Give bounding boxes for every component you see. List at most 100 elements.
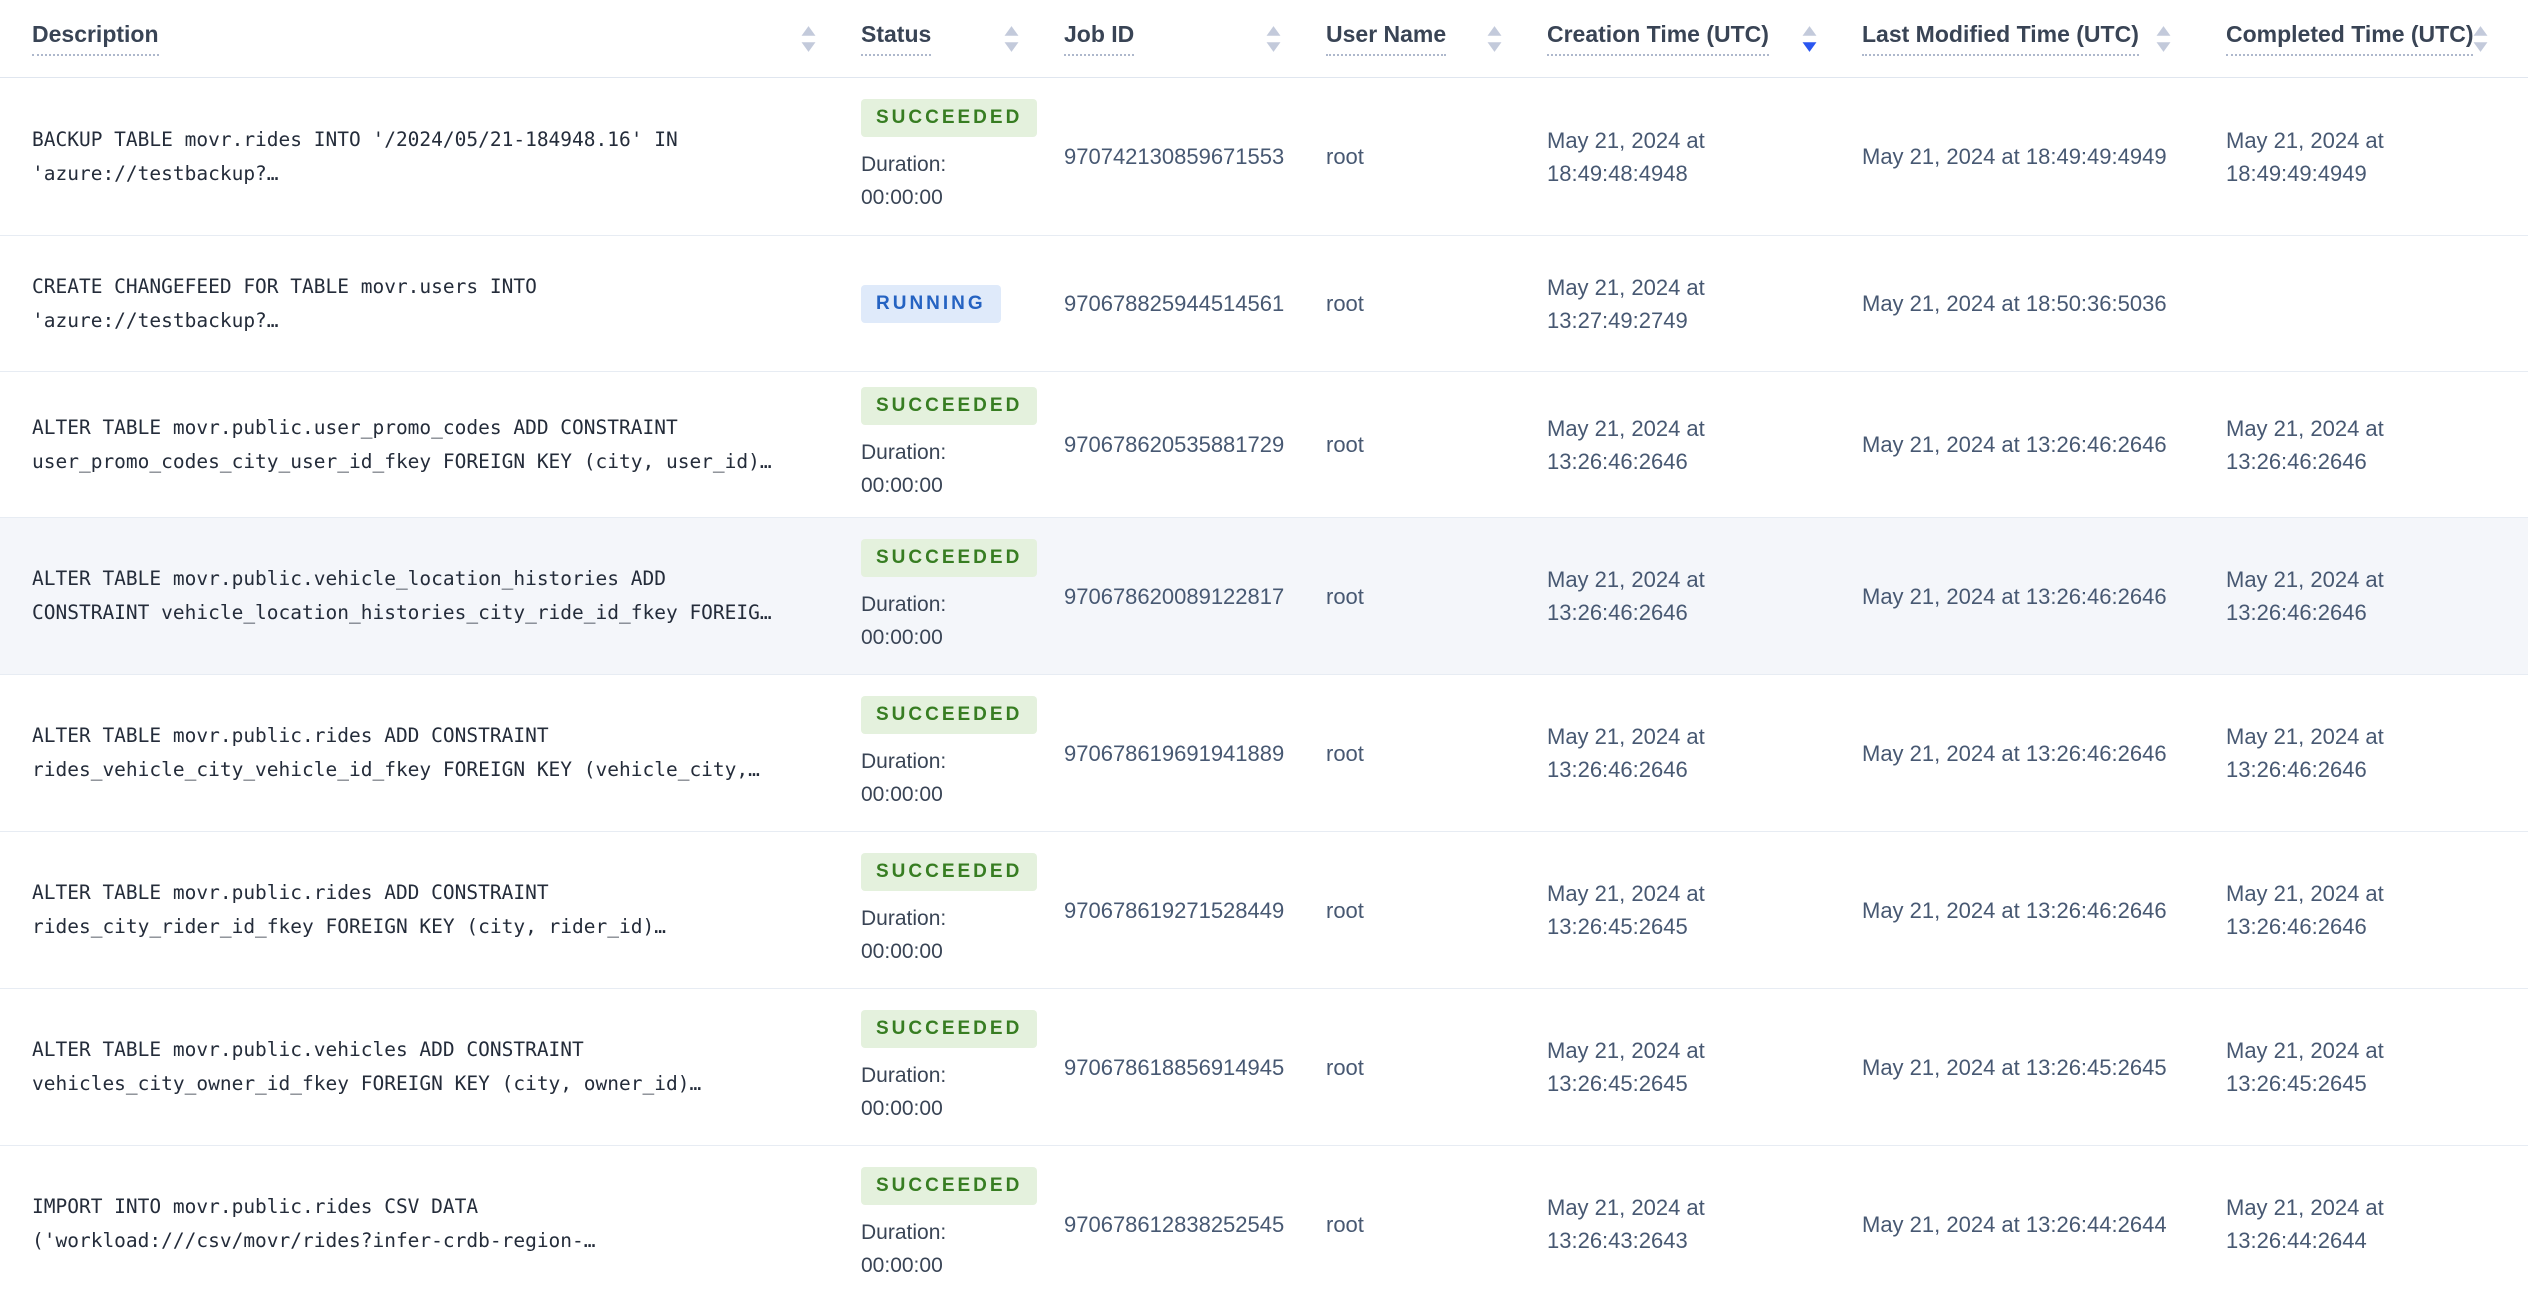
column-header-last-modified-time[interactable]: Last Modified Time (UTC) — [1862, 0, 2226, 77]
sort-icon[interactable] — [2156, 25, 2171, 52]
column-header-status[interactable]: Status — [861, 0, 1064, 77]
description-line-1: ALTER TABLE movr.public.user_promo_codes… — [32, 415, 678, 439]
description-line-2: rides_vehicle_city_vehicle_id_fkey FOREI… — [32, 758, 760, 781]
description-cell[interactable]: ALTER TABLE movr.public.vehicles ADD CON… — [0, 989, 861, 1145]
creation-time-cell: May 21, 2024 at 18:49:48:4948 — [1547, 78, 1862, 235]
completed-time-cell: May 21, 2024 at 13:26:46:2646 — [2226, 518, 2528, 674]
creation-time-cell: May 21, 2024 at 13:26:46:2646 — [1547, 518, 1862, 674]
duration-value: 00:00:00 — [861, 1096, 943, 1120]
job-id-value: 970742130859671553 — [1064, 144, 1285, 169]
description-cell[interactable]: BACKUP TABLE movr.rides INTO '/2024/05/2… — [0, 78, 861, 235]
duration: Duration: 00:00:00 — [861, 588, 946, 654]
creation-time-value: May 21, 2024 at 13:26:46:2646 — [1547, 724, 1705, 782]
column-header-completed-time[interactable]: Completed Time (UTC) — [2226, 0, 2528, 77]
creation-time-cell: May 21, 2024 at 13:27:49:2749 — [1547, 236, 1862, 371]
job-id-cell: 970678619271528449 — [1064, 832, 1326, 988]
sort-icon[interactable] — [1004, 25, 1019, 52]
job-id-value: 970678825944514561 — [1064, 291, 1285, 316]
job-id-value: 970678619271528449 — [1064, 897, 1285, 923]
creation-time-value: May 21, 2024 at 13:26:45:2645 — [1547, 881, 1705, 939]
description-cell[interactable]: IMPORT INTO movr.public.rides CSV DATA (… — [0, 1146, 861, 1292]
sort-icon[interactable] — [1487, 25, 1502, 52]
status-badge: SUCCEEDED — [861, 538, 1038, 577]
duration-label: Duration: — [861, 592, 947, 616]
creation-time-value: May 21, 2024 at 18:49:48:4948 — [1547, 127, 1705, 186]
user-name-cell: root — [1326, 1146, 1547, 1292]
job-id-value: 970678619691941889 — [1064, 740, 1285, 766]
user-name-value: root — [1326, 583, 1364, 609]
last-modified-time-cell: May 21, 2024 at 13:26:46:2646 — [1862, 372, 2226, 517]
creation-time-value: May 21, 2024 at 13:26:45:2645 — [1547, 1038, 1705, 1096]
table-row: IMPORT INTO movr.public.rides CSV DATA (… — [0, 1146, 2528, 1292]
user-name-cell: root — [1326, 989, 1547, 1145]
completed-time-value: May 21, 2024 at 13:26:46:2646 — [2226, 724, 2384, 782]
duration-label: Duration: — [861, 441, 947, 464]
status-cell: SUCCEEDED Duration: 00:00:00 — [861, 832, 1064, 988]
description-cell[interactable]: ALTER TABLE movr.public.user_promo_codes… — [0, 372, 861, 517]
description-cell[interactable]: ALTER TABLE movr.public.rides ADD CONSTR… — [0, 675, 861, 831]
completed-time-value: May 21, 2024 at 13:26:46:2646 — [2226, 567, 2384, 625]
job-id-value: 970678620089122817 — [1064, 583, 1285, 609]
status-cell: SUCCEEDED Duration: 00:00:00 — [861, 372, 1064, 517]
column-header-creation-time[interactable]: Creation Time (UTC) — [1547, 0, 1862, 77]
status-cell: SUCCEEDED Duration: 00:00:00 — [861, 989, 1064, 1145]
duration-value: 00:00:00 — [861, 474, 943, 497]
description-line-2: 'azure://testbackup?… — [32, 161, 279, 185]
column-header-label: Creation Time (UTC) — [1547, 21, 1769, 56]
table-row: BACKUP TABLE movr.rides INTO '/2024/05/2… — [0, 78, 2528, 236]
completed-time-cell: May 21, 2024 at 18:49:49:4949 — [2226, 78, 2528, 235]
description-line-2: user_promo_codes_city_user_id_fkey FOREI… — [32, 449, 772, 473]
job-id-value: 970678618856914945 — [1064, 1054, 1285, 1080]
last-modified-time-value: May 21, 2024 at 13:26:46:2646 — [1862, 740, 2167, 766]
sort-icon[interactable] — [801, 25, 816, 52]
status-cell: SUCCEEDED Duration: 00:00:00 — [861, 675, 1064, 831]
duration-label: Duration: — [861, 906, 947, 930]
status-badge: SUCCEEDED — [861, 387, 1038, 425]
last-modified-time-cell: May 21, 2024 at 18:50:36:5036 — [1862, 236, 2226, 371]
sort-icon[interactable] — [1266, 25, 1281, 52]
creation-time-cell: May 21, 2024 at 13:26:46:2646 — [1547, 372, 1862, 517]
description-cell[interactable]: ALTER TABLE movr.public.vehicle_location… — [0, 518, 861, 674]
column-header-description[interactable]: Description — [0, 0, 861, 77]
user-name-cell: root — [1326, 675, 1547, 831]
description-line-1: ALTER TABLE movr.public.vehicle_location… — [32, 567, 666, 590]
duration: Duration: 00:00:00 — [861, 1059, 946, 1125]
column-header-label: Status — [861, 21, 932, 56]
status-badge: RUNNING — [861, 284, 1001, 323]
last-modified-time-value: May 21, 2024 at 13:26:46:2646 — [1862, 432, 2167, 457]
description-cell[interactable]: CREATE CHANGEFEED FOR TABLE movr.users I… — [0, 236, 861, 371]
duration-value: 00:00:00 — [861, 625, 943, 649]
completed-time-value: May 21, 2024 at 13:26:46:2646 — [2226, 415, 2384, 474]
completed-time-cell: May 21, 2024 at 13:26:46:2646 — [2226, 832, 2528, 988]
creation-time-cell: May 21, 2024 at 13:26:45:2645 — [1547, 832, 1862, 988]
sort-icon[interactable] — [2473, 25, 2488, 52]
creation-time-value: May 21, 2024 at 13:26:46:2646 — [1547, 567, 1705, 625]
column-header-label: Description — [32, 21, 159, 56]
duration-value: 00:00:00 — [861, 1253, 943, 1277]
description-cell[interactable]: ALTER TABLE movr.public.rides ADD CONSTR… — [0, 832, 861, 988]
creation-time-cell: May 21, 2024 at 13:26:45:2645 — [1547, 989, 1862, 1145]
user-name-cell: root — [1326, 78, 1547, 235]
column-header-user-name[interactable]: User Name — [1326, 0, 1547, 77]
table-row: ALTER TABLE movr.public.user_promo_codes… — [0, 372, 2528, 518]
last-modified-time-cell: May 21, 2024 at 13:26:45:2645 — [1862, 989, 2226, 1145]
sort-icon[interactable] — [1802, 25, 1817, 52]
description-line-2: vehicles_city_owner_id_fkey FOREIGN KEY … — [32, 1072, 702, 1095]
user-name-value: root — [1326, 291, 1364, 316]
column-header-job-id[interactable]: Job ID — [1064, 0, 1326, 77]
user-name-cell: root — [1326, 832, 1547, 988]
status-badge: SUCCEEDED — [861, 1009, 1038, 1048]
job-id-cell: 970678618856914945 — [1064, 989, 1326, 1145]
description-line-1: CREATE CHANGEFEED FOR TABLE movr.users I… — [32, 274, 537, 298]
user-name-cell: root — [1326, 518, 1547, 674]
job-id-cell: 970678825944514561 — [1064, 236, 1326, 371]
creation-time-cell: May 21, 2024 at 13:26:43:2643 — [1547, 1146, 1862, 1292]
completed-time-cell: May 21, 2024 at 13:26:46:2646 — [2226, 675, 2528, 831]
description-line-1: ALTER TABLE movr.public.vehicles ADD CON… — [32, 1038, 584, 1061]
status-badge: SUCCEEDED — [861, 852, 1038, 891]
user-name-cell: root — [1326, 236, 1547, 371]
table-body: BACKUP TABLE movr.rides INTO '/2024/05/2… — [0, 78, 2528, 1292]
user-name-value: root — [1326, 432, 1364, 457]
description-line-1: ALTER TABLE movr.public.rides ADD CONSTR… — [32, 881, 549, 904]
completed-time-cell: May 21, 2024 at 13:26:46:2646 — [2226, 372, 2528, 517]
